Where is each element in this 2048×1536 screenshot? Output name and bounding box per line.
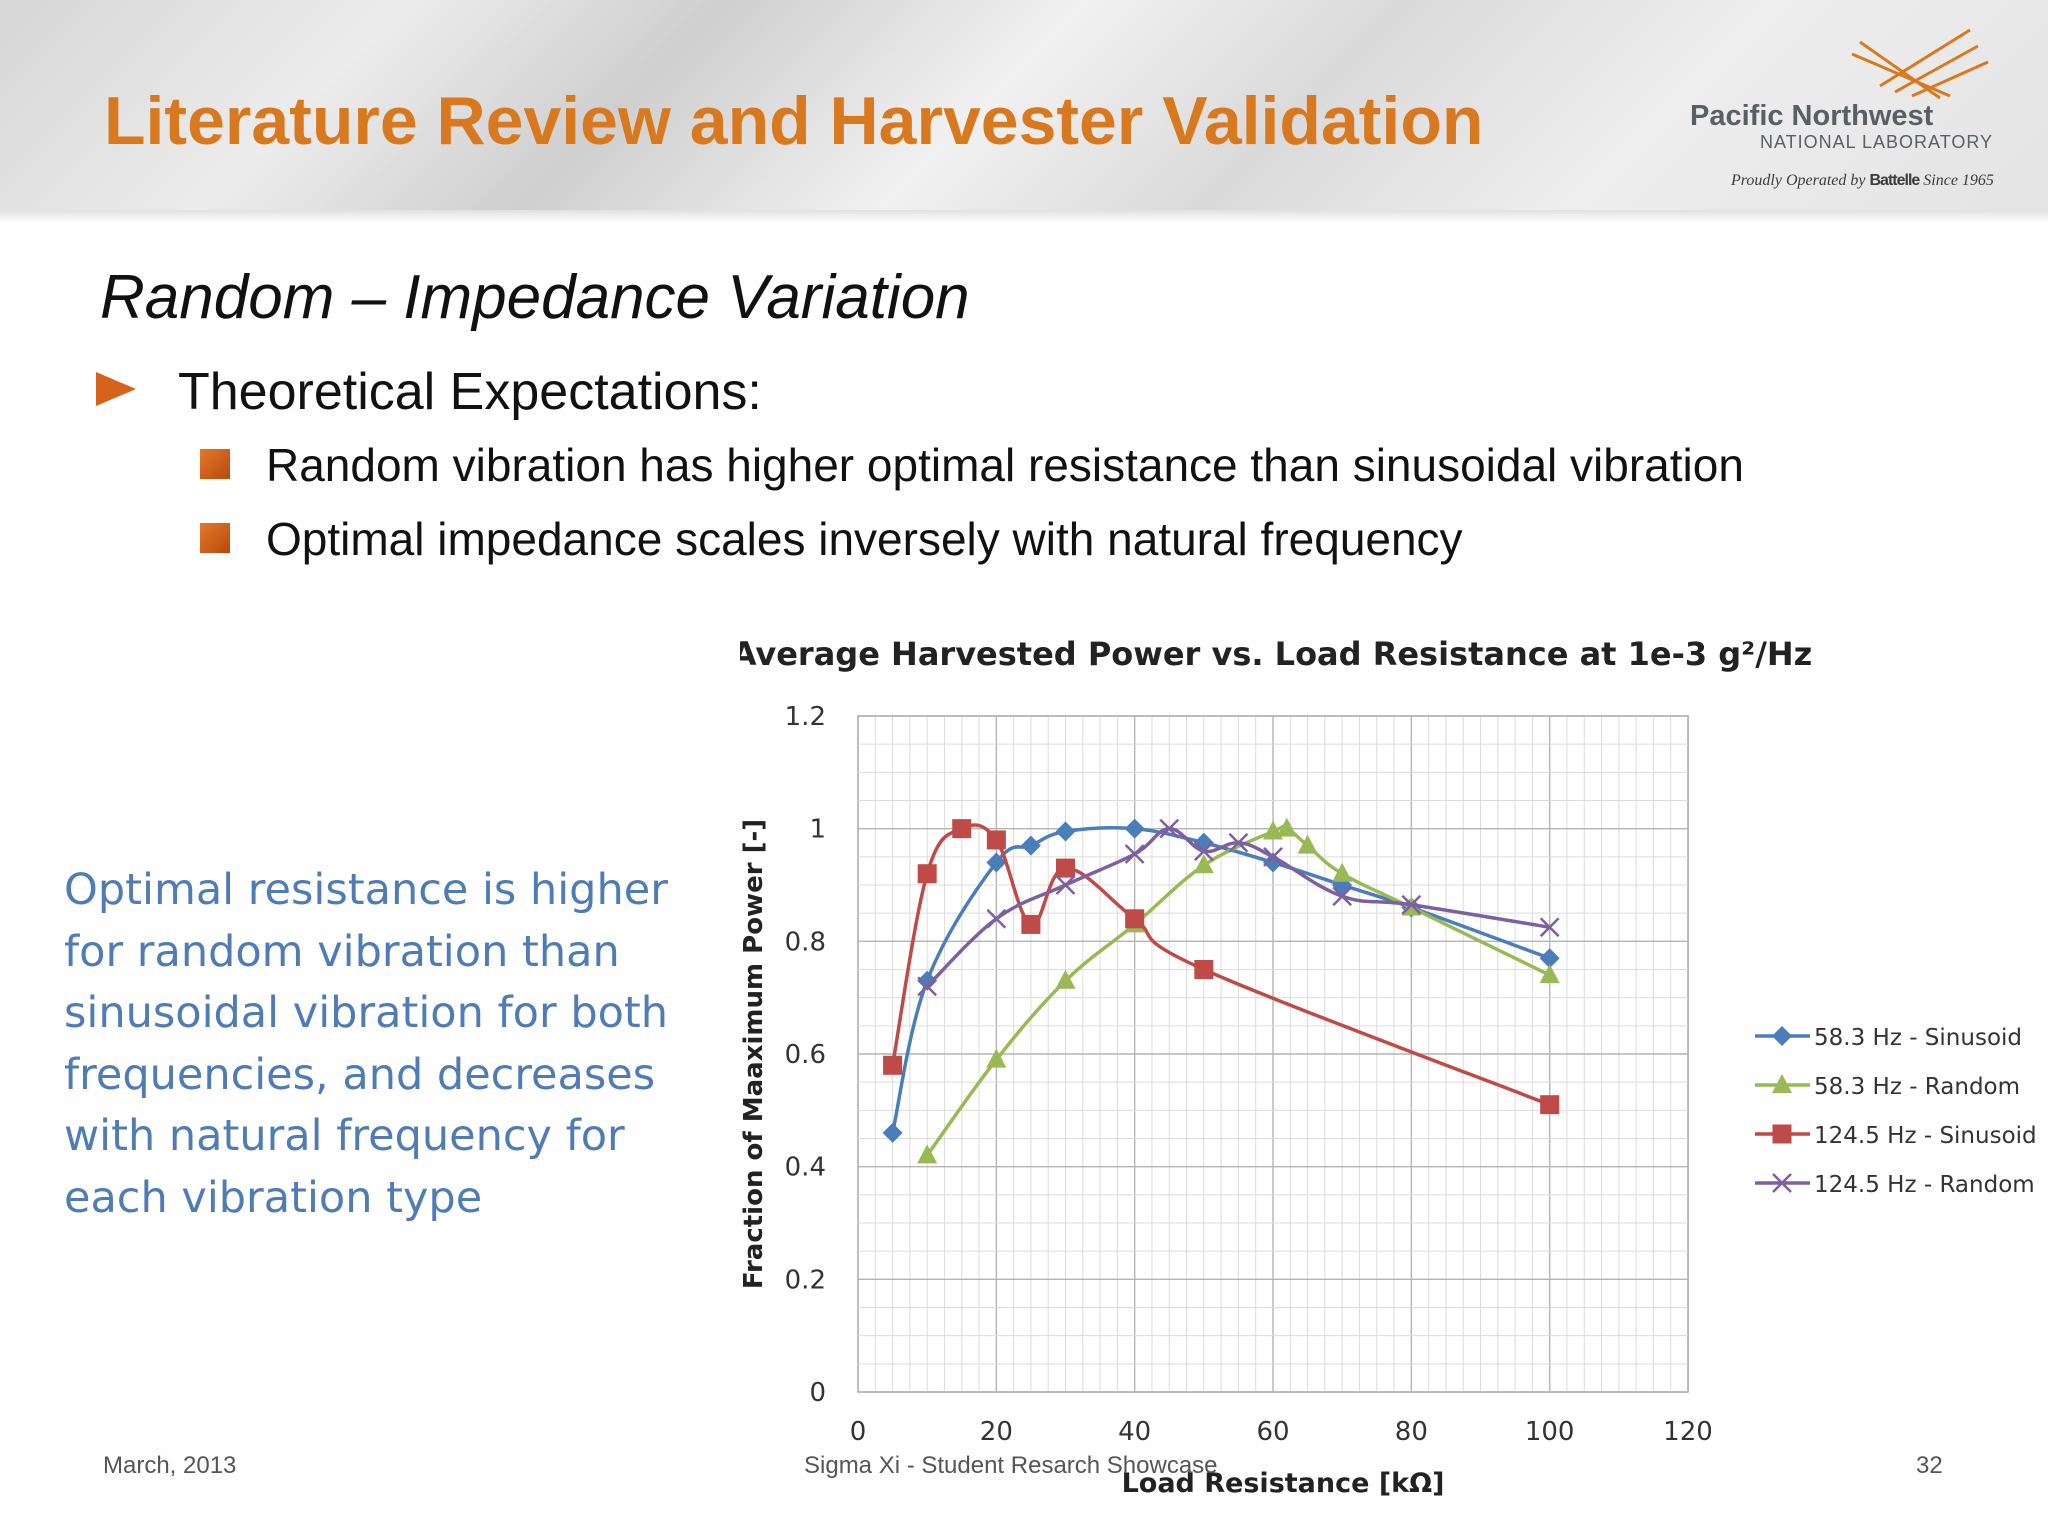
subbullet-2: Optimal impedance scales inversely with … — [200, 512, 1463, 566]
x-tick-label: 0 — [850, 1417, 867, 1447]
y-tick-label: 0.4 — [785, 1153, 826, 1183]
series-line — [925, 824, 1551, 1157]
y-tick-label: 0.8 — [785, 927, 826, 957]
legend-label: 58.3 Hz - Sinusoid — [1814, 1025, 2022, 1051]
data-point — [1194, 960, 1214, 979]
footer-page-number: 32 — [1916, 1452, 1943, 1479]
chart-title: Average Harvested Power vs. Load Resista… — [740, 635, 1812, 673]
y-tick-label: 0.2 — [785, 1265, 826, 1295]
data-point — [917, 970, 938, 991]
bullet-level1: Theoretical Expectations: — [96, 362, 762, 422]
data-point — [1020, 835, 1041, 856]
data-point — [1055, 969, 1076, 989]
data-point — [1539, 948, 1560, 969]
square-bullet-icon — [200, 522, 230, 553]
data-point — [1021, 914, 1041, 934]
legend-label: 124.5 Hz - Sinusoid — [1814, 1123, 2037, 1149]
data-point — [1056, 858, 1075, 878]
data-point — [1276, 817, 1297, 837]
y-tick-label: 0 — [809, 1378, 826, 1408]
logo-tag-brand: Battelle — [1869, 172, 1920, 189]
header-divider — [0, 210, 2048, 222]
square-bullet-icon — [200, 448, 230, 479]
data-point — [1193, 854, 1214, 874]
legend-label: 124.5 Hz - Random — [1814, 1172, 2035, 1198]
x-tick-label: 20 — [980, 1417, 1013, 1447]
y-tick-label: 1.2 — [785, 702, 826, 732]
data-point — [1539, 964, 1560, 984]
x-tick-label: 40 — [1118, 1417, 1151, 1447]
logo-sub: NATIONAL LABORATORY — [1760, 132, 1994, 152]
side-annotation: Optimal resistance is higher for random … — [64, 865, 669, 1223]
legend-label: 58.3 Hz - Random — [1814, 1074, 2020, 1100]
bullet-text: Theoretical Expectations: — [178, 363, 762, 421]
pnnl-logo: Pacific Northwest NATIONAL LABORATORY Pr… — [1690, 26, 2030, 196]
data-point — [986, 830, 1006, 850]
data-point — [1159, 818, 1180, 839]
x-axis-label: Load Resistance [kΩ] — [1122, 1468, 1445, 1499]
logo-name: Pacific Northwest — [1690, 100, 1934, 132]
x-tick-label: 60 — [1256, 1417, 1289, 1447]
data-point — [917, 864, 937, 884]
logo-tagline: Proudly Operated by Battelle Since 1965 — [1731, 172, 1994, 190]
legend-marker — [1772, 1026, 1792, 1046]
footer-date: March, 2013 — [103, 1452, 237, 1479]
data-point — [1332, 886, 1353, 907]
data-point — [952, 819, 972, 839]
data-point — [1263, 846, 1283, 867]
subbullet-text: Optimal impedance scales inversely with … — [266, 513, 1463, 565]
footer-center: Sigma Xi - Student Resarch Showcase — [804, 1452, 1218, 1479]
logo-tag-prefix: Proudly Operated by — [1731, 172, 1866, 189]
subbullet-1: Random vibration has higher optimal resi… — [200, 438, 1744, 492]
power-vs-resistance-chart: 0 20 40 60 80 100 120 0 0.2 0.4 0.6 0.8 1 1.2 Average … — [740, 635, 2037, 1499]
data-point — [1055, 875, 1076, 895]
data-point — [986, 908, 1007, 929]
slide-header — [0, 0, 2048, 222]
data-point — [1401, 894, 1422, 915]
x-tick-label: 120 — [1663, 1417, 1713, 1447]
triangle-bullet-icon — [96, 372, 136, 407]
x-tick-label: 100 — [1525, 1417, 1575, 1447]
data-point — [883, 1055, 903, 1075]
data-point — [1193, 841, 1214, 862]
data-point — [1297, 834, 1318, 854]
pnnl-logo-icon — [1851, 28, 1989, 100]
data-point — [917, 976, 938, 997]
y-tick-label: 1 — [809, 815, 826, 845]
data-point — [1055, 821, 1076, 842]
data-point — [1263, 852, 1283, 873]
logo-tag-suffix: Since 1965 — [1923, 172, 1994, 189]
x-tick-label: 80 — [1395, 1417, 1428, 1447]
slide-title: Literature Review and Harvester Validati… — [104, 83, 1484, 159]
data-point — [1332, 862, 1353, 882]
y-tick-label: 0.6 — [785, 1040, 826, 1070]
legend-marker — [1772, 1173, 1792, 1193]
data-point — [1124, 844, 1145, 864]
data-point — [986, 1048, 1007, 1068]
data-point — [1124, 818, 1145, 839]
legend-marker — [1772, 1074, 1792, 1093]
data-point — [917, 1144, 938, 1164]
data-point — [882, 1122, 903, 1143]
data-point — [1539, 917, 1560, 938]
legend-marker — [1772, 1124, 1792, 1144]
data-point — [1228, 832, 1249, 853]
series-line — [890, 823, 1551, 1107]
subbullet-text: Random vibration has higher optimal resi… — [266, 439, 1744, 491]
data-point — [1540, 1095, 1560, 1115]
y-axis-label: Fraction of Maaximum Power [-] — [740, 819, 769, 1289]
slide-subtitle: Random – Impedance Variation — [100, 263, 970, 332]
data-point — [1125, 909, 1145, 929]
